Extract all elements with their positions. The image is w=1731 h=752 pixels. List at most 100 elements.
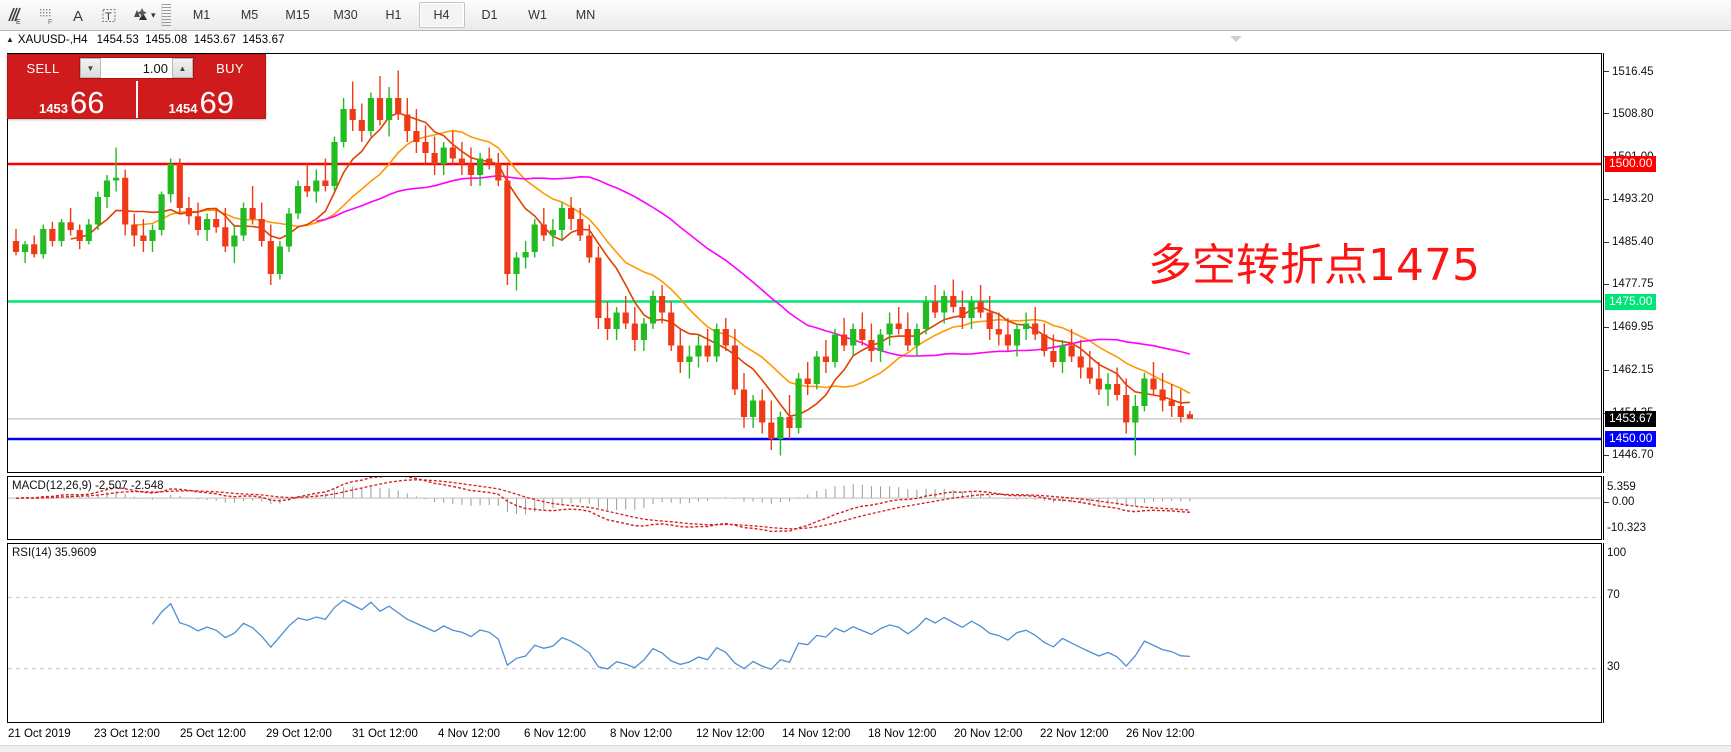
scroll-indicator-icon bbox=[1230, 36, 1242, 42]
bid-price[interactable]: 1453 66 bbox=[8, 81, 136, 118]
svg-text:T: T bbox=[105, 11, 112, 23]
price-scale[interactable]: 1516.451508.801501.001493.201485.401477.… bbox=[1603, 53, 1731, 473]
timeframe-d1[interactable]: D1 bbox=[481, 8, 498, 22]
price-tick: 1508.80 bbox=[1604, 108, 1654, 120]
indicators-icon[interactable]: E bbox=[0, 1, 31, 29]
price-tick-label: 1477.75 bbox=[1612, 278, 1654, 291]
timeframe-group: M1 M5 M15 M30 H1 H4 D1 W1 MN bbox=[178, 2, 610, 28]
macd-scale: 5.359 0.00 -10.323 bbox=[1603, 476, 1731, 540]
timeframe-h1[interactable]: H1 bbox=[385, 8, 402, 22]
price-tick: 1477.75 bbox=[1604, 278, 1654, 290]
time-axis-label: 21 Oct 2019 bbox=[8, 728, 71, 740]
ohlc-values: 1454.53 1455.08 1453.67 1453.67 bbox=[97, 34, 288, 46]
price-tick-label: 1446.70 bbox=[1612, 449, 1654, 462]
price-tick: 1446.70 bbox=[1604, 449, 1654, 461]
time-axis-label: 6 Nov 12:00 bbox=[524, 728, 587, 740]
toolbar-separator bbox=[160, 4, 171, 26]
rsi-scale: 100 70 30 bbox=[1603, 543, 1731, 723]
price-tick-label: 1462.15 bbox=[1612, 364, 1654, 377]
volume-decrease-button[interactable]: ▼ bbox=[80, 58, 101, 78]
time-axis-label: 22 Nov 12:00 bbox=[1040, 728, 1109, 740]
objects-dropdown-caret[interactable]: ▾ bbox=[151, 9, 156, 20]
trade-controls-row: SELL ▼ 1.00 ▲ BUY bbox=[8, 55, 265, 81]
time-axis-label: 29 Oct 12:00 bbox=[266, 728, 332, 740]
time-axis-label: 12 Nov 12:00 bbox=[696, 728, 765, 740]
main-toolbar: E F A T ▾ bbox=[0, 0, 1731, 31]
ask-price-whole: 1454 bbox=[168, 101, 198, 116]
grid-icon[interactable]: F bbox=[31, 1, 62, 29]
time-axis-label: 23 Oct 12:00 bbox=[94, 728, 160, 740]
buy-button[interactable]: BUY bbox=[216, 60, 244, 76]
collapse-triangle-icon[interactable]: ▲ bbox=[6, 35, 14, 44]
time-axis-label: 26 Nov 12:00 bbox=[1126, 728, 1195, 740]
objects-icon[interactable] bbox=[124, 1, 155, 29]
text-icon[interactable]: A bbox=[62, 1, 93, 29]
price-tick-label: 1469.95 bbox=[1612, 321, 1654, 334]
timeframe-m30[interactable]: M30 bbox=[333, 8, 358, 22]
rsi-panel[interactable]: RSI(14) 35.9609 bbox=[7, 543, 1602, 723]
bid-price-whole: 1453 bbox=[39, 101, 68, 116]
timeframe-w1[interactable]: W1 bbox=[528, 8, 547, 22]
time-axis-label: 4 Nov 12:00 bbox=[438, 728, 501, 740]
one-click-trading-panel[interactable]: SELL ▼ 1.00 ▲ BUY 1453 66 1454 69 bbox=[7, 54, 266, 119]
macd-panel[interactable]: MACD(12,26,9) -2.507 -2.548 bbox=[7, 476, 1602, 540]
symbol-label: XAUUSD-,H4 bbox=[17, 33, 88, 46]
price-tick-label: 1516.45 bbox=[1612, 65, 1654, 78]
price-level-tag: 1475.00 bbox=[1605, 293, 1657, 310]
price-tick-label: 1485.40 bbox=[1612, 236, 1654, 249]
time-axis-label: 14 Nov 12:00 bbox=[782, 728, 851, 740]
time-axis-label: 31 Oct 12:00 bbox=[352, 728, 418, 740]
macd-tick-label: 0.00 bbox=[1612, 496, 1635, 508]
macd-plot-area bbox=[8, 477, 1601, 539]
price-tick: 1462.15 bbox=[1604, 364, 1654, 376]
rsi-tick-label: 30 bbox=[1607, 660, 1620, 673]
ohlc-open: 1454.53 bbox=[96, 33, 139, 46]
price-level-tag: 1500.00 bbox=[1605, 156, 1657, 172]
volume-increase-button[interactable]: ▲ bbox=[172, 58, 193, 78]
rsi-tick-label: 70 bbox=[1607, 589, 1620, 602]
svg-text:F: F bbox=[48, 19, 52, 25]
macd-caption: MACD(12,26,9) -2.507 -2.548 bbox=[12, 480, 164, 492]
ohlc-close: 1453.67 bbox=[242, 33, 285, 46]
sell-button[interactable]: SELL bbox=[26, 60, 60, 76]
price-plot-area bbox=[8, 54, 1601, 472]
price-tick-label: 1493.20 bbox=[1612, 193, 1654, 206]
rsi-tick: 100 bbox=[1604, 547, 1626, 559]
timeframe-mn[interactable]: MN bbox=[575, 8, 596, 22]
price-tick: 1493.20 bbox=[1604, 193, 1654, 205]
ask-price[interactable]: 1454 69 bbox=[135, 81, 266, 120]
svg-text:A: A bbox=[73, 8, 83, 25]
bid-price-decimals: 66 bbox=[69, 85, 105, 120]
rsi-tick-label: 100 bbox=[1607, 547, 1627, 559]
svg-text:E: E bbox=[16, 19, 21, 25]
trade-prices-row: 1453 66 1454 69 bbox=[8, 81, 265, 118]
volume-stepper[interactable]: ▼ 1.00 ▲ bbox=[79, 57, 194, 79]
macd-tick-label: -10.323 bbox=[1607, 522, 1647, 534]
time-axis-label: 20 Nov 12:00 bbox=[954, 728, 1023, 740]
price-chart-panel[interactable]: 多空转折点1475 bbox=[7, 53, 1602, 473]
price-level-tag: 1450.00 bbox=[1605, 431, 1657, 447]
time-axis-label: 8 Nov 12:00 bbox=[610, 728, 673, 740]
timeframe-m5[interactable]: M5 bbox=[240, 8, 259, 22]
macd-tick: 0.00 bbox=[1604, 496, 1634, 508]
volume-input[interactable]: 1.00 bbox=[101, 58, 172, 78]
rsi-tick: 30 bbox=[1604, 661, 1620, 673]
rsi-plot-area bbox=[8, 544, 1601, 722]
label-icon[interactable]: T bbox=[93, 1, 124, 29]
macd-tick-label: 5.359 bbox=[1607, 481, 1636, 493]
time-axis-label: 25 Oct 12:00 bbox=[180, 728, 246, 740]
price-tick-label: 1508.80 bbox=[1612, 107, 1654, 120]
ask-price-decimals: 69 bbox=[199, 85, 234, 120]
macd-tick: -10.323 bbox=[1604, 522, 1646, 534]
price-tick: 1516.45 bbox=[1604, 66, 1654, 78]
symbol-info-bar: ▲ XAUUSD-,H4 1454.53 1455.08 1453.67 145… bbox=[0, 31, 1731, 48]
timeframe-m1[interactable]: M1 bbox=[192, 8, 211, 22]
timeframe-h4[interactable]: H4 bbox=[418, 2, 465, 28]
price-tick: 1485.40 bbox=[1604, 236, 1654, 248]
price-level-tag: 1453.67 bbox=[1605, 410, 1657, 427]
rsi-tick: 70 bbox=[1604, 589, 1620, 601]
timeframe-m15[interactable]: M15 bbox=[285, 8, 310, 22]
time-axis-label: 18 Nov 12:00 bbox=[868, 728, 937, 740]
ohlc-high: 1455.08 bbox=[145, 33, 188, 46]
